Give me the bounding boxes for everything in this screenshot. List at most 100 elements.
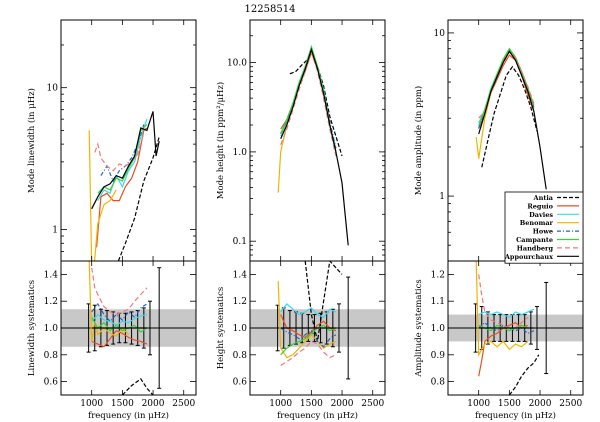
legend-box xyxy=(504,191,584,264)
y-tick-label: 10 xyxy=(47,84,59,94)
x-axis-label: frequency (in μHz) xyxy=(88,410,169,421)
linewidth-data xyxy=(88,111,160,261)
x-tick-label: 1500 xyxy=(300,399,323,409)
y-tick-label: 1.0 xyxy=(44,324,59,334)
series-howe xyxy=(91,302,148,323)
series-handberg xyxy=(280,50,337,157)
series-antia xyxy=(304,261,343,342)
series-reguio xyxy=(478,321,529,377)
x-tick-label: 2500 xyxy=(172,399,195,409)
series-reguio xyxy=(280,50,337,153)
series-appourchaux xyxy=(91,111,160,210)
series-reguio xyxy=(280,314,337,339)
legend-entry: Antia xyxy=(533,194,579,202)
figure-title: 12258514 xyxy=(245,4,296,15)
legend-label: Howe xyxy=(533,228,553,236)
y-tick-label: 1.2 xyxy=(431,270,445,280)
legend-entry: Campante xyxy=(516,236,579,244)
legend-entry: Howe xyxy=(533,228,579,236)
height-systematics-panel: 0.6 0.8 1.0 1.2 1.4 1000 1500 2000 2500frequency… xyxy=(216,260,386,421)
series-davies xyxy=(478,308,535,319)
series-howe xyxy=(478,321,535,335)
series-antia xyxy=(508,354,540,395)
series-benomar xyxy=(475,261,529,357)
series-howe xyxy=(280,327,337,348)
series-handberg xyxy=(94,132,145,172)
panels: 1 10 Mode linewidth (in μHz) 0.1 1.0 10.0 Mode… xyxy=(26,19,584,421)
y-tick-label: 1 xyxy=(439,192,445,202)
series-davies xyxy=(91,313,148,327)
y-tick-label: 10.0 xyxy=(227,59,247,69)
series-antia xyxy=(481,65,538,168)
y-tick-label: 1.0 xyxy=(233,148,248,158)
legend-entry: Benomar xyxy=(520,219,579,227)
height-data xyxy=(277,44,349,246)
y-tick-label: 1.0 xyxy=(431,324,446,334)
y-axis-label: Linewidth systematics xyxy=(27,280,37,376)
legend-label: Reguio xyxy=(527,202,553,210)
legend-label: Antia xyxy=(533,194,554,202)
x-tick-label: 1000 xyxy=(467,399,490,409)
x-tick-label: 2000 xyxy=(142,399,165,409)
series-handberg xyxy=(91,267,148,316)
legend-label: Davies xyxy=(529,211,553,219)
y-tick-label: 1.4 xyxy=(44,270,59,280)
series-benomar xyxy=(475,49,535,159)
y-tick-label: 1.2 xyxy=(44,297,58,307)
y-tick-label: 0.8 xyxy=(233,351,248,361)
y-tick-label: 10 xyxy=(434,29,446,39)
y-tick-label: 0.8 xyxy=(431,378,446,388)
y-tick-label: 1.2 xyxy=(233,297,247,307)
series-handberg xyxy=(280,340,337,367)
y-axis-label: Mode height (in ppm²/μHz) xyxy=(215,82,226,199)
x-tick-label: 1500 xyxy=(111,399,134,409)
linewidth-systematics-data xyxy=(61,261,196,395)
series-appourchaux xyxy=(478,50,547,190)
series-handberg xyxy=(478,274,529,329)
legend-label: Handberg xyxy=(517,244,554,252)
height-systematics-data xyxy=(250,261,385,380)
legend: AntiaReguioDaviesBenomarHoweCampanteHand… xyxy=(504,191,584,264)
y-axis-label: Height systematics xyxy=(216,287,226,370)
series-davies xyxy=(97,118,148,201)
series-reguio xyxy=(96,127,148,248)
x-tick-label: 2000 xyxy=(529,399,552,409)
x-tick-label: 2000 xyxy=(331,399,354,409)
y-tick-label: 1.1 xyxy=(431,297,445,307)
x-tick-label: 2500 xyxy=(361,399,384,409)
x-tick-label: 1000 xyxy=(269,399,292,409)
series-antia xyxy=(117,136,160,261)
y-axis-label: Mode linewidth (in μHz) xyxy=(26,88,37,193)
y-tick-label: 0.6 xyxy=(233,378,248,388)
series-davies xyxy=(280,303,337,319)
linewidth-systematics-panel: 0.6 0.8 1.0 1.2 1.4 1000 1500 2000 2500frequency… xyxy=(27,260,197,421)
height-panel: 0.1 1.0 10.0 Mode height (in ppm²/μHz) xyxy=(215,19,386,262)
axes-frame xyxy=(60,19,197,262)
y-axis-label: Mode amplitude (in ppm) xyxy=(413,86,424,196)
legend-entry: Handberg xyxy=(517,244,579,252)
y-axis-label: Amplitude systematics xyxy=(414,279,424,378)
legend-label: Benomar xyxy=(520,219,554,227)
legend-label: Campante xyxy=(516,236,553,244)
series-benomar xyxy=(277,281,337,359)
series-appourchaux xyxy=(280,47,349,246)
series-antia xyxy=(121,378,154,395)
x-tick-label: 2500 xyxy=(559,399,582,409)
y-tick-label: 1.4 xyxy=(233,270,248,280)
y-tick-label: 0.1 xyxy=(233,237,247,247)
x-axis-label: frequency (in μHz) xyxy=(277,410,358,421)
legend-entry: Appourchaux xyxy=(504,253,579,261)
amplitude-systematics-data xyxy=(448,261,583,395)
legend-entry: Davies xyxy=(529,211,579,219)
x-tick-label: 1000 xyxy=(80,399,103,409)
y-tick-label: 0.8 xyxy=(44,351,59,361)
axes-frame xyxy=(249,19,386,262)
y-tick-label: 0.6 xyxy=(44,378,59,388)
legend-entry: Reguio xyxy=(527,202,579,210)
amplitude-systematics-panel: 0.8 0.9 1.0 1.1 1.2 1000 1500 2000 2500frequency… xyxy=(414,260,584,421)
amplitude-data xyxy=(475,47,547,190)
linewidth-panel: 1 10 Mode linewidth (in μHz) xyxy=(26,19,197,262)
series-benomar xyxy=(88,130,117,261)
y-tick-label: 1.0 xyxy=(233,324,248,334)
